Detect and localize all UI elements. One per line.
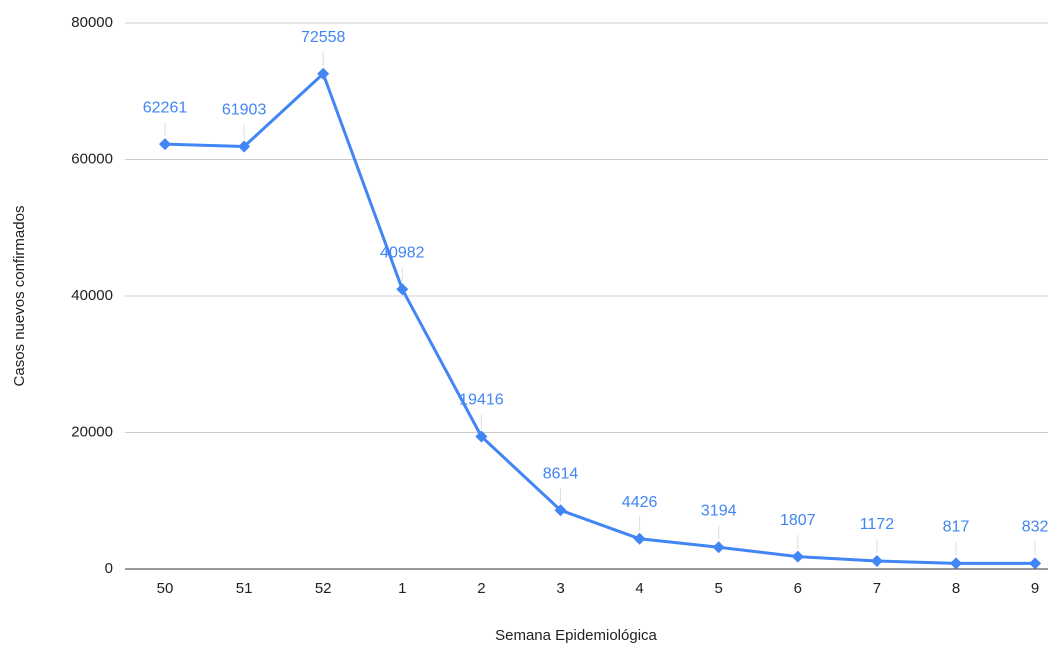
- x-tick-label: 5: [715, 580, 723, 597]
- data-point: [950, 557, 962, 570]
- data-point: [791, 550, 804, 563]
- x-tick-label: 7: [873, 580, 881, 597]
- data-point: [870, 555, 883, 568]
- data-point: [475, 430, 488, 443]
- y-tick-label: 60000: [71, 150, 113, 167]
- data-point: [317, 67, 330, 80]
- x-tick-label: 6: [794, 580, 802, 597]
- x-tick-label: 50: [157, 580, 174, 597]
- data-label: 3194: [701, 502, 737, 519]
- x-axis-title: Semana Epidemiológica: [495, 627, 657, 644]
- y-axis-title: Casos nuevos confirmados: [11, 206, 28, 387]
- data-label: 1807: [780, 512, 816, 529]
- data-line: [164, 72, 1036, 565]
- data-label: 832: [1022, 519, 1049, 536]
- data-point: [712, 541, 725, 554]
- data-point: [238, 140, 251, 153]
- data-point: [554, 504, 567, 517]
- data-label: 1172: [860, 516, 895, 533]
- data-label: 8614: [543, 465, 579, 482]
- x-tick-label: 51: [236, 580, 253, 597]
- x-tick-label: 9: [1031, 580, 1039, 597]
- x-tick-label: 2: [477, 580, 485, 597]
- x-tick-label: 4: [635, 580, 643, 597]
- y-tick-label: 80000: [71, 14, 113, 31]
- data-point: [633, 532, 646, 545]
- data-label: 817: [943, 519, 970, 536]
- x-tick-label: 52: [315, 580, 332, 597]
- data-label: 40982: [380, 245, 425, 262]
- y-tick-label: 20000: [71, 423, 113, 440]
- data-label: 62261: [143, 99, 188, 116]
- data-point: [159, 138, 171, 151]
- data-label: 61903: [222, 102, 267, 119]
- x-tick-label: 8: [952, 580, 960, 597]
- y-tick-label: 0: [105, 560, 113, 577]
- data-point: [396, 283, 409, 296]
- data-label: 4426: [622, 494, 658, 511]
- data-label: 72558: [301, 29, 346, 46]
- data-label: 19416: [459, 392, 504, 409]
- y-tick-label: 40000: [71, 287, 113, 304]
- data-point: [1029, 557, 1042, 570]
- x-tick-label: 1: [398, 580, 406, 597]
- x-tick-label: 3: [556, 580, 564, 597]
